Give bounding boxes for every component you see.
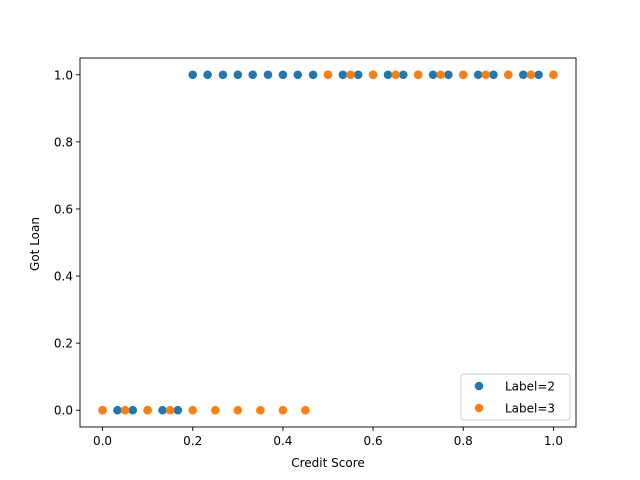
- series-2-point: [256, 405, 265, 415]
- series-2-point: [210, 405, 220, 415]
- series-2-point: [143, 405, 152, 415]
- series-2-point: [188, 405, 198, 415]
- series-1-point: [263, 70, 273, 80]
- series-1-point: [188, 70, 198, 80]
- y-tick-label: 0.6: [54, 202, 73, 216]
- x-tick-label: 1.0: [544, 434, 563, 448]
- series-1-point: [173, 405, 183, 415]
- y-tick-label: 0.2: [54, 337, 73, 351]
- series-2-point: [549, 70, 558, 80]
- series-1-point: [489, 70, 498, 80]
- plot-area: 0.0 0.2 0.4 0.6 0.8 1.0 0.0 0.2 0.4 0.6 0.8 1.0: [54, 57, 577, 448]
- series-1-point: [383, 70, 393, 80]
- series-1-point: [278, 70, 288, 80]
- series-2-point: [413, 70, 423, 80]
- legend-label: Label=3: [505, 402, 555, 416]
- series-1-point: [473, 70, 483, 80]
- x-tick-label: 0.2: [183, 434, 202, 448]
- x-tick-label: 0.4: [273, 434, 292, 448]
- series-2-point: [278, 405, 288, 415]
- series-2-point: [98, 405, 107, 415]
- legend: Label=2 Label=3: [460, 373, 571, 421]
- series-1-point: [428, 70, 438, 80]
- series-1-point: [158, 405, 167, 415]
- series-2-point: [526, 70, 536, 80]
- series-1-point: [338, 70, 348, 80]
- series-1-point: [203, 70, 212, 80]
- series-1-point: [218, 70, 228, 80]
- legend-box: [460, 373, 571, 421]
- series-1-point: [113, 405, 122, 415]
- series-1-point: [534, 70, 543, 80]
- series-2-point: [391, 70, 400, 80]
- series-2-point: [301, 405, 310, 415]
- series-2-point: [233, 405, 243, 415]
- x-axis-title: Credit Score: [291, 456, 365, 470]
- y-tick-label: 0.0: [54, 404, 73, 418]
- y-tick-label: 0.8: [54, 135, 73, 149]
- series-1-point: [128, 405, 138, 415]
- series-1-point: [399, 70, 408, 80]
- series-2-point: [165, 405, 175, 415]
- y-axis-title: Got Loan: [28, 217, 42, 271]
- series-1-point: [248, 70, 257, 80]
- series-1-point: [444, 70, 453, 80]
- legend-marker: [474, 381, 484, 391]
- y-tick-label: 1.0: [54, 68, 73, 82]
- legend-marker: [474, 403, 484, 413]
- x-tick-label: 0.6: [364, 434, 383, 448]
- series-1-point: [293, 70, 303, 80]
- series-2-point: [323, 70, 333, 80]
- y-tick-label: 0.4: [54, 270, 73, 284]
- series-1-point: [353, 70, 363, 80]
- x-tick-label: 0.8: [454, 434, 473, 448]
- series-2-point: [368, 70, 378, 80]
- plot-frame: [79, 57, 577, 428]
- series-2-points: [98, 70, 558, 415]
- series-1-point: [308, 70, 318, 80]
- series-1-point: [518, 70, 528, 80]
- series-2-point: [346, 70, 355, 80]
- series-2-point: [120, 405, 130, 415]
- series-2-point: [481, 70, 491, 80]
- series-1-point: [233, 70, 243, 80]
- legend-label: Label=2: [505, 380, 555, 394]
- x-tick-label: 0.0: [93, 434, 112, 448]
- series-2-point: [436, 70, 446, 80]
- series-2-point: [504, 70, 513, 80]
- series-2-point: [458, 70, 468, 80]
